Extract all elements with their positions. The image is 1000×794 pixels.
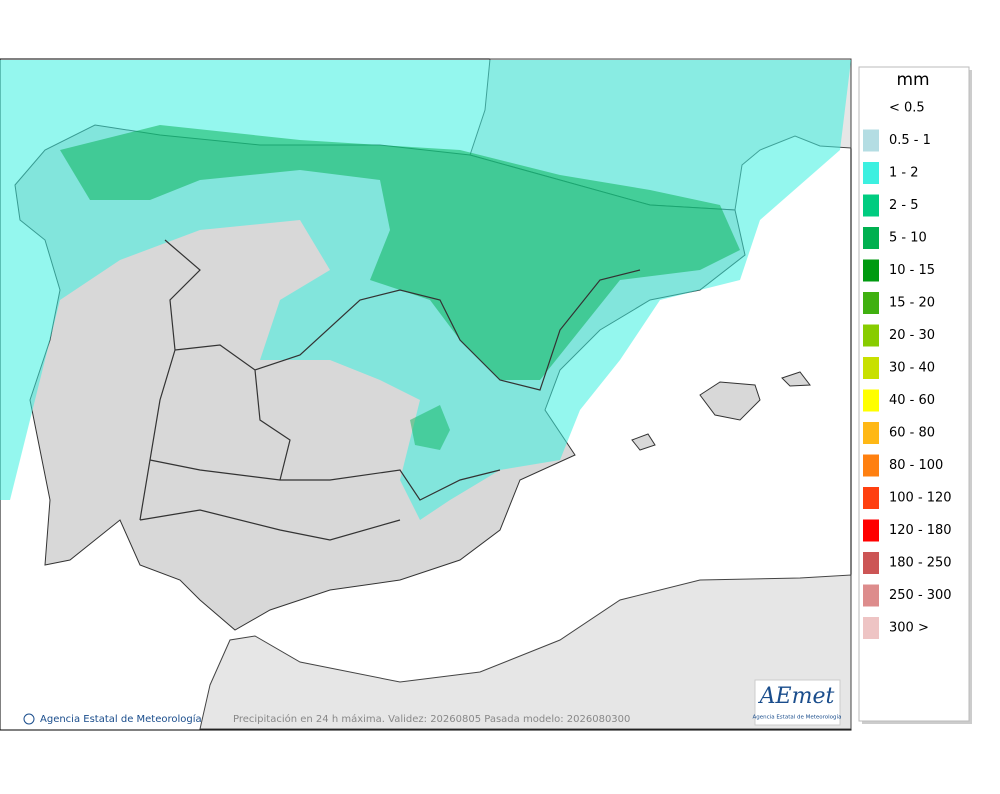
footer-credit: Agencia Estatal de Meteorología [40, 713, 202, 725]
legend-label: 30 - 40 [889, 361, 935, 376]
logo-name: AEmet [758, 684, 835, 709]
legend-label: 0.5 - 1 [889, 133, 931, 148]
legend-label: 20 - 30 [889, 328, 935, 343]
logo-subtitle: Agencia Estatal de Meteorología [753, 714, 842, 721]
legend-swatch [863, 617, 879, 639]
legend-label: 10 - 15 [889, 263, 935, 278]
map: Agencia Estatal de Meteorología Precipit… [0, 58, 852, 731]
legend-label: 15 - 20 [889, 296, 935, 311]
legend-label: 250 - 300 [889, 588, 952, 603]
legend-swatch [863, 129, 879, 152]
legend-label: 300 > [889, 621, 929, 636]
legend: mm < 0.5 0.5 - 1 1 - 2 2 - 5 5 - 10 10 - 15 15… [858, 66, 972, 724]
legend-swatch [863, 194, 879, 217]
legend-swatch [863, 584, 879, 607]
menorca [781, 371, 811, 387]
legend-label: 180 - 250 [889, 556, 952, 571]
legend-swatch [863, 552, 879, 574]
border-lines [139, 239, 641, 541]
mallorca [699, 381, 761, 421]
footer-caption: Precipitación en 24 h máxima. Validez: 2… [233, 713, 630, 725]
legend-label: 40 - 60 [889, 393, 935, 408]
legend-swatch [863, 292, 879, 314]
legend-label: 100 - 120 [889, 491, 952, 506]
legend-swatch [863, 519, 879, 542]
legend-label: 80 - 100 [889, 458, 943, 473]
legend-label: 5 - 10 [889, 231, 927, 246]
legend-swatch [863, 357, 879, 379]
africa-land [199, 574, 852, 730]
legend-swatch [863, 162, 879, 184]
legend-swatch [863, 389, 879, 412]
legend-swatch [863, 422, 879, 444]
ibiza [631, 433, 656, 451]
legend-swatch [863, 487, 879, 509]
legend-label: 60 - 80 [889, 426, 935, 441]
legend-label: 120 - 180 [889, 523, 952, 538]
precip-moderate [60, 125, 740, 380]
legend-title: mm [896, 70, 929, 90]
precip-moderate-south [410, 405, 450, 450]
legend-swatch [863, 259, 879, 282]
legend-label: 2 - 5 [889, 198, 919, 213]
legend-label: < 0.5 [889, 101, 925, 116]
logo-box [754, 679, 841, 726]
legend-label: 1 - 2 [889, 166, 919, 181]
legend-swatch [863, 324, 879, 347]
legend-swatch [863, 227, 879, 249]
legend-swatch [863, 454, 879, 477]
copyright-icon [23, 713, 35, 725]
